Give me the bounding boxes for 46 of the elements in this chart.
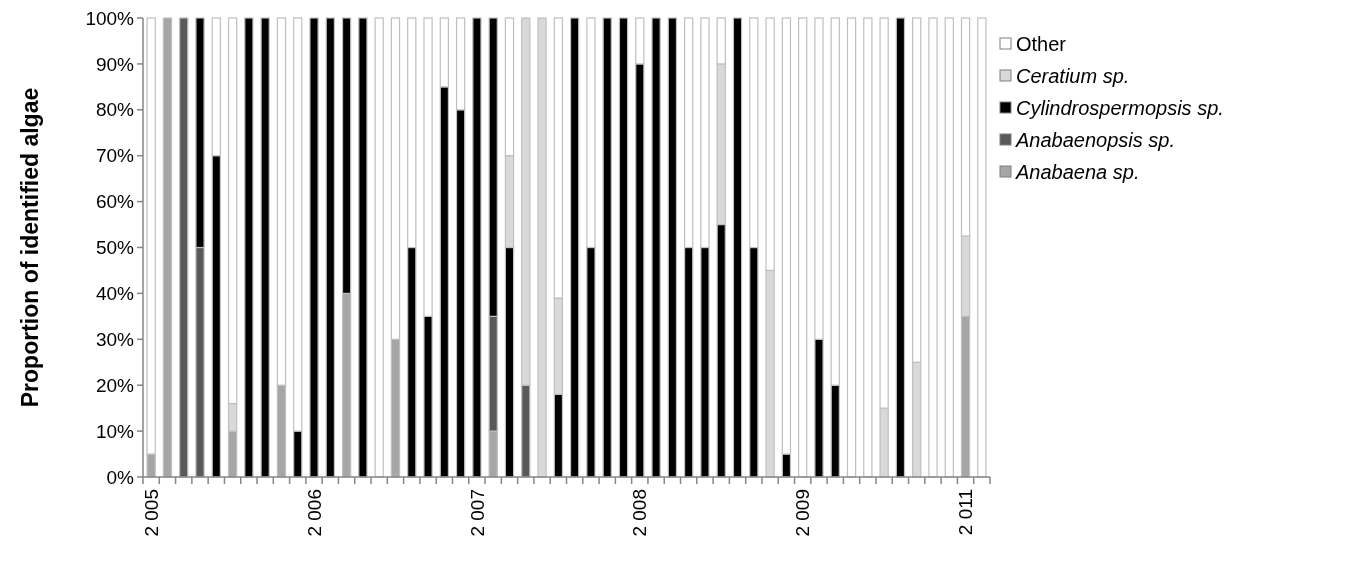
x-tick-label: 2 009 [792,489,814,537]
legend-label: Ceratium sp. [1016,65,1130,87]
bar [358,17,368,478]
bar [179,17,189,478]
bar [374,17,384,478]
bar [537,17,547,478]
legend-label: Cylindrospermopsis sp. [1016,97,1224,119]
bar [309,17,319,478]
x-tick-label: 2 006 [303,489,325,537]
bar [651,17,661,478]
bar [472,17,482,478]
x-tick-label: 2 008 [629,489,651,537]
bar [244,17,254,478]
y-tick-label: 100% [85,7,135,29]
bar [863,17,873,478]
bar [895,17,906,478]
y-tick-label: 70% [95,145,135,167]
bar [798,17,808,478]
x-tick-label: 2 011 [955,489,977,536]
bar [325,17,335,478]
bar [569,17,580,478]
x-tick-label: 2 007 [466,489,488,537]
x-tick-label: 2 005 [140,489,162,537]
bar [732,17,743,478]
y-tick-label: 20% [95,374,135,396]
y-tick-label: 10% [95,420,135,442]
bar [977,17,987,478]
series-label: Other [1016,33,1067,55]
legend-label: Anabaenopsis sp. [1015,129,1176,151]
y-tick-label: 50% [95,237,135,259]
y-tick-label: 90% [95,53,135,75]
bar [846,17,857,478]
bar [667,17,678,478]
y-tick-label: 0% [106,466,135,488]
y-axis-title: Proportion of identified algae [17,87,44,408]
bar [944,17,954,478]
bar [260,17,270,478]
bar [618,17,629,478]
legend-label: Anabaena sp. [1015,161,1140,183]
bar [162,17,173,478]
bar [928,17,938,478]
bar [602,17,612,478]
y-tick-label: 30% [95,328,135,350]
y-tick-label: 80% [95,99,135,121]
y-tick-label: 40% [95,283,135,305]
y-tick-label: 60% [95,191,135,213]
